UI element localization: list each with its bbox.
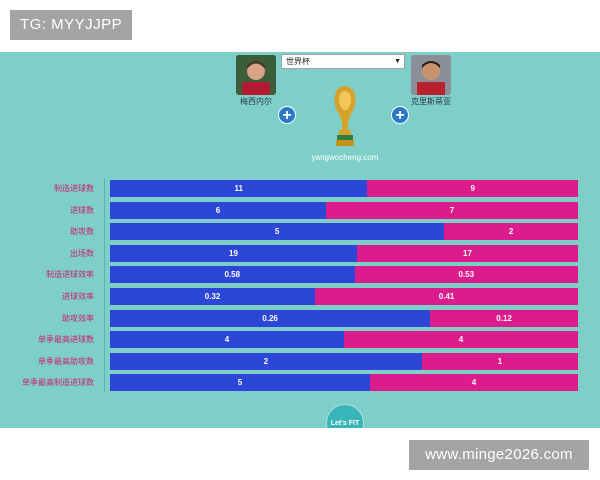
row-label: 制造进球效率 [46, 270, 94, 280]
right-player-avatar[interactable] [411, 55, 451, 95]
left-value-label: 4 [224, 335, 230, 345]
row-label: 单季最高助攻数 [38, 356, 94, 366]
bar-row: 19 17 [110, 244, 578, 262]
bar-row: 0.32 0.41 [110, 288, 578, 305]
lets-fit-button[interactable]: Let's FIT [326, 404, 364, 428]
left-player-bar [110, 309, 431, 327]
left-player-bar [110, 288, 316, 305]
left-player-bar [110, 374, 370, 392]
left-value-label: 0.58 [224, 270, 241, 280]
row-label: 助攻效率 [62, 313, 94, 323]
chevron-down-icon: ▼ [394, 58, 401, 65]
left-value-label: 5 [237, 378, 243, 388]
right-value-label: 4 [471, 378, 477, 388]
right-player-bar [354, 266, 578, 284]
right-player-bar [444, 223, 578, 241]
right-value-label: 17 [463, 248, 472, 258]
right-player-bar [326, 201, 578, 219]
left-value-label: 19 [229, 248, 238, 258]
right-player-bar [422, 352, 578, 370]
right-value-label: 7 [449, 205, 455, 215]
right-player-bar [370, 374, 578, 392]
right-value-label: 2 [508, 227, 514, 237]
right-player-bar [367, 180, 578, 197]
right-value-label: 1 [497, 356, 503, 366]
right-player-bar [430, 309, 578, 327]
add-left-player-button[interactable]: + [278, 106, 296, 124]
left-value-label: 5 [274, 227, 280, 237]
trophy-icon [327, 84, 363, 155]
left-player-bar [110, 223, 445, 241]
comparison-panel: 梅西内尔 + 世界杯 ▼ 克里斯蒂亚 + yangwocheng.com 制造进… [0, 52, 600, 428]
bar-row: 0.58 0.53 [110, 266, 578, 284]
left-player-bar [110, 244, 357, 262]
row-label: 助攻数 [70, 227, 94, 237]
left-value-label: 2 [263, 356, 269, 366]
right-player-bar [344, 331, 578, 349]
right-value-label: 0.53 [458, 270, 475, 280]
tg-watermark: TG: MYYJJPP [10, 10, 133, 40]
left-player-avatar[interactable] [236, 55, 276, 95]
left-value-label: 11 [234, 184, 243, 193]
row-label: 单季最高制造进球数 [22, 378, 94, 388]
row-label: 单季最高进球数 [38, 335, 94, 345]
right-value-label: 0.41 [438, 292, 455, 301]
left-player-bar [110, 201, 326, 219]
right-player-bar [357, 244, 578, 262]
left-player-bar [110, 266, 355, 284]
competition-select[interactable]: 世界杯 ▼ [281, 54, 405, 69]
right-player-bar [315, 288, 578, 305]
row-label: 进球数 [70, 205, 94, 215]
left-value-label: 6 [215, 205, 221, 215]
row-label: 进球效率 [62, 292, 94, 301]
right-value-label: 4 [458, 335, 464, 345]
add-right-player-button[interactable]: + [391, 106, 409, 124]
competition-select-value: 世界杯 [286, 57, 310, 66]
left-value-label: 0.26 [262, 313, 278, 323]
left-player-bar [110, 352, 422, 370]
row-label: 制造进球数 [54, 184, 94, 193]
row-label: 出场数 [70, 248, 94, 258]
left-player-bar [110, 180, 368, 197]
site-watermark: www.minge2026.com [409, 440, 589, 470]
left-player-name: 梅西内尔 [240, 97, 272, 106]
chart-divider [104, 178, 105, 393]
left-value-label: 0.32 [204, 292, 221, 301]
right-value-label: 9 [470, 184, 475, 193]
left-player-bar [110, 331, 344, 349]
bar-row: 11 9 [110, 180, 578, 197]
site-url-label: yangwocheng.com [311, 153, 379, 162]
right-value-label: 0.12 [496, 313, 512, 323]
bar-row: 0.26 0.12 [110, 309, 578, 327]
right-player-name: 克里斯蒂亚 [411, 97, 451, 106]
